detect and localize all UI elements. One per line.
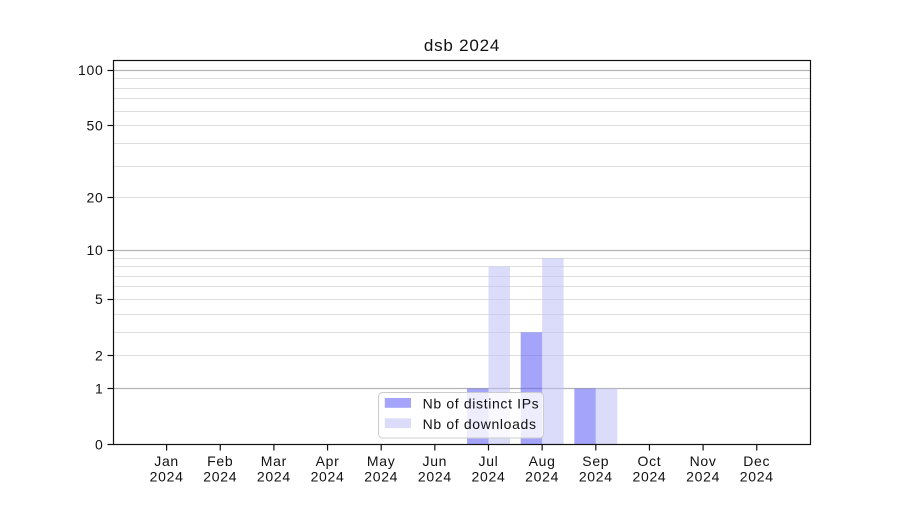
svg-text:dsb 2024: dsb 2024 [424,36,500,55]
svg-text:Dec: Dec [743,453,770,469]
svg-text:10: 10 [87,242,104,258]
svg-text:Aug: Aug [529,453,556,469]
svg-text:2024: 2024 [632,468,666,484]
svg-text:50: 50 [87,118,104,134]
svg-text:2: 2 [95,347,104,363]
svg-text:Jan: Jan [154,453,179,469]
svg-text:May: May [367,453,396,469]
svg-text:20: 20 [87,190,104,206]
svg-text:Nov: Nov [690,453,717,469]
svg-text:Jun: Jun [423,453,448,469]
svg-text:2024: 2024 [150,468,184,484]
svg-text:2024: 2024 [418,468,452,484]
svg-text:5: 5 [95,291,104,307]
svg-text:1: 1 [95,380,104,396]
svg-text:2024: 2024 [686,468,720,484]
svg-text:100: 100 [78,62,103,78]
svg-text:Apr: Apr [316,453,340,469]
svg-text:2024: 2024 [257,468,291,484]
svg-text:2024: 2024 [525,468,559,484]
svg-text:2024: 2024 [472,468,506,484]
svg-text:Oct: Oct [638,453,662,469]
svg-text:0: 0 [95,437,104,453]
svg-text:2024: 2024 [740,468,774,484]
svg-text:Mar: Mar [261,453,287,469]
svg-text:Nb of downloads: Nb of downloads [423,416,537,432]
svg-text:2024: 2024 [579,468,613,484]
svg-text:Feb: Feb [207,453,233,469]
svg-text:Jul: Jul [479,453,499,469]
svg-text:Sep: Sep [582,453,609,469]
svg-text:2024: 2024 [364,468,398,484]
svg-text:2024: 2024 [203,468,237,484]
svg-text:2024: 2024 [311,468,345,484]
svg-text:Nb of distinct IPs: Nb of distinct IPs [423,396,540,412]
